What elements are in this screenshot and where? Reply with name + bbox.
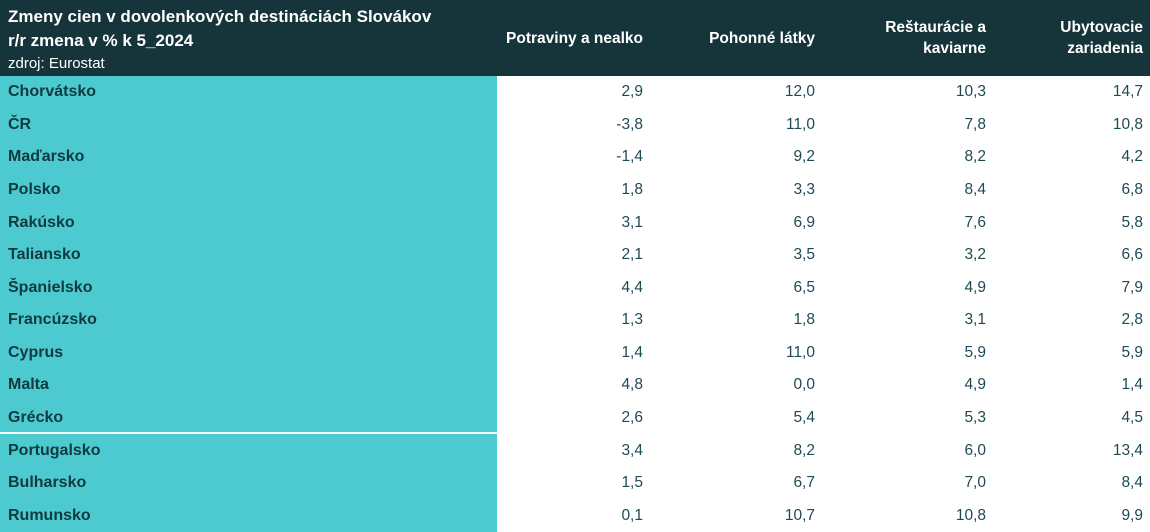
value-cell: 8,4	[822, 173, 993, 207]
value-cell: 2,1	[497, 238, 650, 272]
column-headers: Potraviny a nealko Pohonné látky Reštaur…	[497, 0, 1150, 76]
country-label: Rakúsko	[0, 206, 497, 239]
table-row: Taliansko 2,1 3,5 3,2 6,6	[0, 238, 1150, 272]
table-body: Chorvátsko 2,9 12,0 10,3 14,7 ČR -3,8 11,0 7,8 10…	[0, 76, 1150, 532]
table-row: Španielsko 4,4 6,5 4,9 7,9	[0, 271, 1150, 305]
table-row: Cyprus 1,4 11,0 5,9 5,9	[0, 336, 1150, 370]
value-cell: 10,7	[650, 499, 822, 532]
table-header: Zmeny cien v dovolenkových destináciách …	[0, 0, 1150, 76]
value-cell: 8,4	[993, 466, 1150, 500]
value-cell: 6,5	[650, 271, 822, 305]
value-cell: 9,9	[993, 499, 1150, 532]
value-cell: 5,4	[650, 401, 822, 435]
value-cell: 10,8	[822, 499, 993, 532]
page-subtitle: r/r zmena v % k 5_2024	[8, 31, 194, 50]
table-row: Francúzsko 1,3 1,8 3,1 2,8	[0, 304, 1150, 337]
value-cell: 6,8	[993, 173, 1150, 207]
value-cell: 4,9	[822, 369, 993, 402]
country-label: Taliansko	[0, 238, 497, 272]
table-row: Bulharsko 1,5 6,7 7,0 8,4	[0, 466, 1150, 500]
country-label: Chorvátsko	[0, 76, 497, 109]
country-label: Španielsko	[0, 271, 497, 305]
value-cell: 2,9	[497, 76, 650, 109]
value-cell: 4,2	[993, 141, 1150, 174]
value-cell: 14,7	[993, 76, 1150, 109]
table-row: Portugalsko 3,4 8,2 6,0 13,4	[0, 434, 1150, 467]
value-cell: 6,9	[650, 206, 822, 239]
value-cell: 11,0	[650, 108, 822, 142]
value-cell: 1,3	[497, 304, 650, 337]
value-cell: 1,4	[993, 369, 1150, 402]
value-cell: 13,4	[993, 434, 1150, 467]
value-cell: 7,8	[822, 108, 993, 142]
value-cell: -1,4	[497, 141, 650, 174]
value-cell: 4,4	[497, 271, 650, 305]
value-cell: 8,2	[822, 141, 993, 174]
table-row: Maďarsko -1,4 9,2 8,2 4,2	[0, 141, 1150, 174]
table-row: Polsko 1,8 3,3 8,4 6,8	[0, 173, 1150, 207]
value-cell: 9,2	[650, 141, 822, 174]
value-cell: 5,3	[822, 401, 993, 435]
value-cell: 1,8	[497, 173, 650, 207]
country-label: Bulharsko	[0, 466, 497, 500]
value-cell: 5,8	[993, 206, 1150, 239]
value-cell: 12,0	[650, 76, 822, 109]
value-cell: 7,0	[822, 466, 993, 500]
country-label: ČR	[0, 108, 497, 142]
value-cell: 3,1	[497, 206, 650, 239]
table-row: Rumunsko 0,1 10,7 10,8 9,9	[0, 499, 1150, 532]
value-cell: 11,0	[650, 336, 822, 370]
value-cell: 8,2	[650, 434, 822, 467]
value-cell: 10,8	[993, 108, 1150, 142]
value-cell: 1,5	[497, 466, 650, 500]
value-cell: 5,9	[993, 336, 1150, 370]
value-cell: 4,9	[822, 271, 993, 305]
country-label: Rumunsko	[0, 499, 497, 532]
column-header-restauracie: Reštaurácie a kaviarne	[885, 19, 986, 57]
page-title: Zmeny cien v dovolenkových destináciách …	[8, 7, 432, 26]
value-cell: 0,1	[497, 499, 650, 532]
country-label: Cyprus	[0, 336, 497, 370]
column-header-pohonne: Pohonné látky	[709, 29, 815, 47]
value-cell: 7,9	[993, 271, 1150, 305]
value-cell: 6,7	[650, 466, 822, 500]
value-cell: 2,6	[497, 401, 650, 435]
table-row: Malta 4,8 0,0 4,9 1,4	[0, 369, 1150, 402]
value-cell: 2,8	[993, 304, 1150, 337]
value-cell: 3,5	[650, 238, 822, 272]
value-cell: 4,5	[993, 401, 1150, 435]
value-cell: 5,9	[822, 336, 993, 370]
table-row: Grécko 2,6 5,4 5,3 4,5	[0, 401, 1150, 435]
table-row: Chorvátsko 2,9 12,0 10,3 14,7	[0, 76, 1150, 109]
column-header-potraviny: Potraviny a nealko	[506, 29, 643, 47]
country-label: Portugalsko	[0, 434, 497, 467]
value-cell: 7,6	[822, 206, 993, 239]
country-label: Polsko	[0, 173, 497, 207]
value-cell: -3,8	[497, 108, 650, 142]
country-label: Malta	[0, 369, 497, 402]
title-block: Zmeny cien v dovolenkových destináciách …	[0, 0, 497, 76]
value-cell: 6,6	[993, 238, 1150, 272]
value-cell: 6,0	[822, 434, 993, 467]
column-header-ubytovacie: Ubytovacie zariadenia	[1060, 19, 1143, 57]
table-row: Rakúsko 3,1 6,9 7,6 5,8	[0, 206, 1150, 239]
value-cell: 4,8	[497, 369, 650, 402]
value-cell: 1,8	[650, 304, 822, 337]
value-cell: 1,4	[497, 336, 650, 370]
value-cell: 10,3	[822, 76, 993, 109]
country-label: Francúzsko	[0, 304, 497, 337]
value-cell: 0,0	[650, 369, 822, 402]
source-note: zdroj: Eurostat	[8, 55, 105, 72]
value-cell: 3,1	[822, 304, 993, 337]
value-cell: 3,4	[497, 434, 650, 467]
country-label: Grécko	[0, 401, 497, 435]
country-label: Maďarsko	[0, 141, 497, 174]
value-cell: 3,2	[822, 238, 993, 272]
table-row: ČR -3,8 11,0 7,8 10,8	[0, 108, 1150, 142]
value-cell: 3,3	[650, 173, 822, 207]
